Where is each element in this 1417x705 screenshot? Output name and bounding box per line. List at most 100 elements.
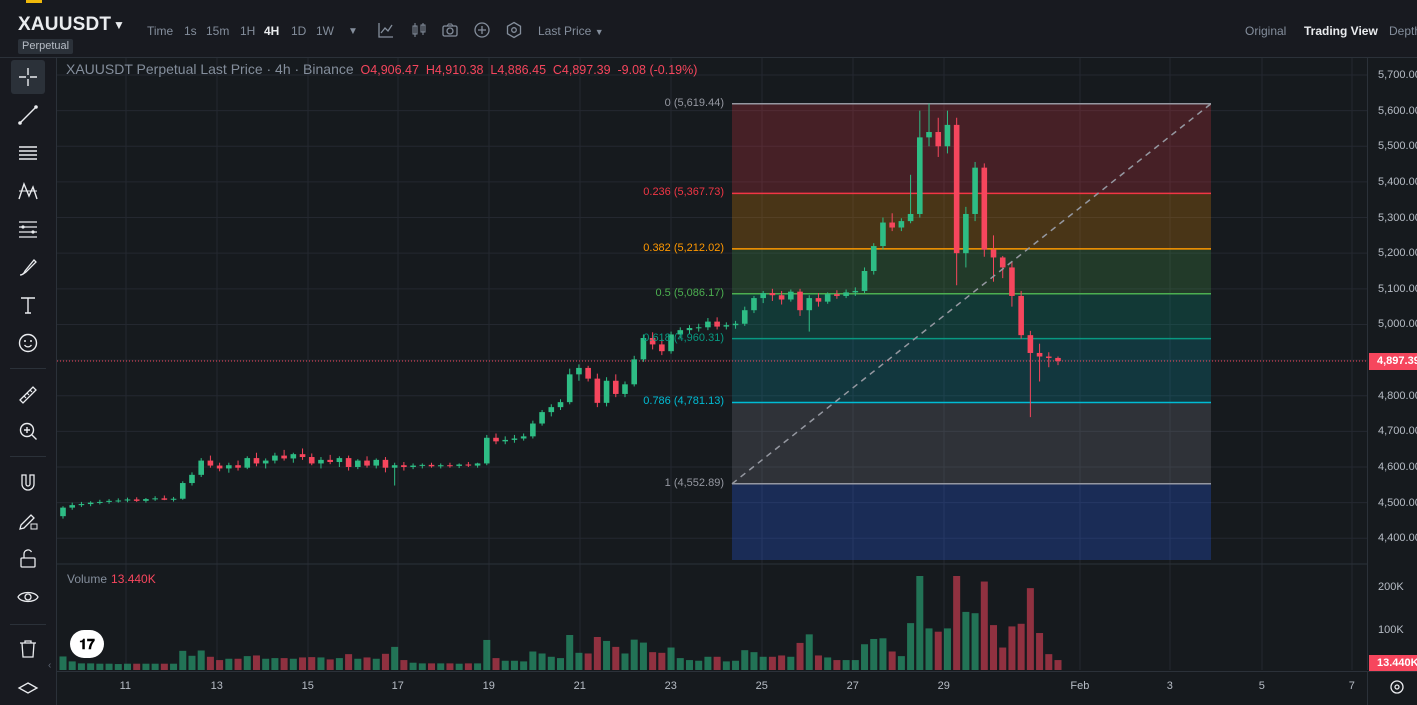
indicators-icon[interactable]: [377, 21, 395, 39]
timeframe-1h[interactable]: 1H: [240, 24, 256, 38]
chart-grid: [57, 58, 1367, 670]
timeframe-1w[interactable]: 1W: [316, 24, 334, 38]
volume-bar: [492, 658, 500, 670]
candle-body: [576, 367, 582, 375]
volume-bar: [262, 658, 270, 670]
candle-body: [695, 327, 702, 329]
axis-settings[interactable]: [1367, 671, 1417, 705]
price-axis-label: 4,800.00: [1378, 389, 1417, 402]
timeframe-4h[interactable]: 4H: [264, 24, 280, 38]
trend-line-tool[interactable]: [11, 98, 45, 132]
candle-body: [244, 458, 251, 468]
symbol-selector[interactable]: XAUUSDT: [18, 14, 112, 35]
candle-body: [548, 407, 555, 413]
smiley-icon: [18, 333, 38, 353]
text-tool[interactable]: [11, 288, 45, 322]
measure-tool[interactable]: [11, 378, 45, 412]
delete-tool[interactable]: [11, 632, 45, 666]
volume-bar: [160, 663, 168, 670]
chevron-down-icon[interactable]: ▼: [113, 18, 125, 32]
volume-bar: [87, 663, 95, 670]
view-depth[interactable]: Depth: [1389, 24, 1417, 38]
brush-icon: [19, 259, 37, 276]
timeframe-1s[interactable]: 1s: [184, 24, 197, 38]
view-trading-view[interactable]: Trading View: [1304, 24, 1378, 38]
candle-body: [152, 498, 158, 500]
candle-body: [788, 291, 794, 300]
volume-bar: [897, 656, 905, 670]
candle-type-icon[interactable]: [410, 21, 428, 39]
zoom-in-tool[interactable]: [11, 414, 45, 448]
lock-drawing-tool[interactable]: [11, 504, 45, 538]
unlock-icon: [20, 549, 36, 568]
view-original[interactable]: Original: [1245, 24, 1287, 38]
timeframe-time[interactable]: Time: [147, 24, 174, 38]
volume-bar: [133, 663, 141, 670]
crosshair-tool[interactable]: [11, 60, 45, 94]
volume-bar: [814, 655, 822, 670]
timeframe-1d[interactable]: 1D: [291, 24, 307, 38]
volume-bar: [1054, 660, 1062, 670]
candle-body: [714, 321, 720, 327]
time-axis-label: 25: [755, 680, 768, 692]
top-toolbar: XAUUSDT ▼ Perpetual Time 1s 15m 1H 4H 1D…: [0, 0, 1417, 58]
candle-body: [686, 328, 693, 331]
volume-bar: [667, 647, 675, 670]
add-icon[interactable]: [473, 21, 491, 39]
collapse-toolbar-icon[interactable]: ‹: [48, 660, 52, 671]
candle-body: [999, 257, 1006, 268]
fib-level-label: 0 (5,619.44): [664, 96, 724, 109]
emoji-tool[interactable]: [11, 326, 45, 360]
price-axis[interactable]: 5,700.00 5,600.00 5,500.00 5,400.00 5,300.00…: [1367, 58, 1417, 672]
price-source-select[interactable]: Last Price ▼: [538, 24, 604, 38]
candle-body: [834, 294, 840, 296]
candle-body: [290, 454, 297, 459]
tradingview-logo[interactable]: 𝟏𝟕: [70, 630, 104, 658]
volume-bar: [722, 661, 730, 670]
volume-bar: [179, 650, 187, 670]
brush-tool[interactable]: [11, 250, 45, 284]
zoom-in-icon: [19, 422, 37, 440]
candle-body: [944, 124, 951, 147]
volume-bar: [980, 581, 988, 670]
horizontal-lines-tool[interactable]: [11, 136, 45, 170]
volume-bar: [870, 638, 878, 670]
price-axis-label: 5,200.00: [1378, 247, 1417, 260]
candle-body: [741, 310, 748, 324]
volume-bar: [142, 663, 150, 670]
chart-legend: XAUUSDT Perpetual Last Price · 4h · Bina…: [66, 61, 697, 77]
time-axis-label: 7: [1348, 680, 1355, 692]
candle-body: [1055, 357, 1061, 362]
volume-bar: [372, 658, 380, 670]
volume-bar: [768, 656, 776, 670]
time-axis-label: 15: [301, 680, 314, 692]
candle-body: [889, 222, 895, 228]
unlock-tool[interactable]: [11, 542, 45, 576]
layers-tool[interactable]: [11, 674, 45, 705]
candle-body: [493, 437, 499, 442]
candle-body: [327, 459, 333, 463]
volume-bar: [805, 634, 813, 670]
timeframe-more-icon[interactable]: ▼: [348, 26, 358, 37]
settings-icon[interactable]: [505, 21, 523, 39]
timeframe-15m[interactable]: 15m: [206, 24, 230, 38]
legend-open: O4,906.47: [360, 63, 419, 77]
candle-body: [723, 325, 730, 327]
price-axis-label: 5,100.00: [1378, 282, 1417, 295]
fib-retracement-tool[interactable]: [11, 212, 45, 246]
visibility-tool[interactable]: [11, 580, 45, 614]
fib-zone: [732, 103, 1211, 194]
time-axis[interactable]: 11 13 15 17 19 21 23 25 27 29 Feb 3 5 7: [57, 671, 1367, 705]
ruler-icon: [19, 386, 37, 404]
candle-body: [917, 137, 923, 214]
price-chart[interactable]: [57, 58, 1367, 670]
volume-bar: [741, 650, 749, 670]
candle-body: [373, 459, 380, 466]
volume-bar: [326, 659, 334, 670]
magnet-tool[interactable]: [11, 466, 45, 500]
camera-icon[interactable]: [441, 21, 459, 39]
magnet-icon: [21, 474, 35, 491]
pattern-tool[interactable]: [11, 174, 45, 208]
candle-body: [253, 458, 260, 464]
contract-type-badge: Perpetual: [18, 39, 74, 54]
